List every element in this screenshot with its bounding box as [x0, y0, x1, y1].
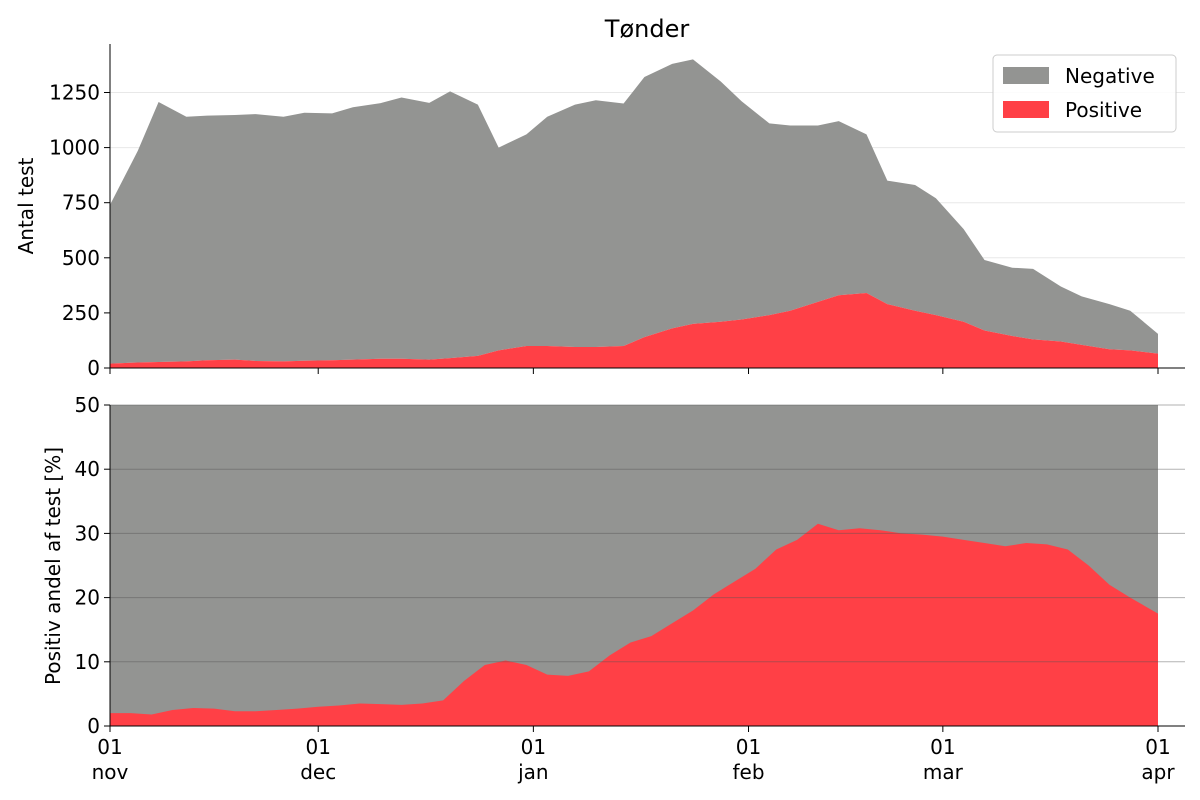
- x-tick-month-label: apr: [1141, 760, 1175, 784]
- legend-swatch-negative: [1003, 67, 1049, 84]
- bottom-gridlines: [110, 404, 1185, 663]
- bottom-y-tick-label: 20: [75, 586, 100, 610]
- area-negative: [110, 59, 1158, 364]
- x-tick-day-label: 01: [521, 735, 546, 759]
- area-positive: [110, 293, 1158, 368]
- top-y-axis-title: Antal test: [14, 157, 38, 254]
- top-y-tick-label: 1000: [49, 136, 100, 160]
- top-y-tick-label: 250: [62, 301, 100, 325]
- x-tick-month-label: jan: [517, 760, 549, 784]
- bottom-y-axis-title: Positiv andel af test [%]: [41, 447, 65, 685]
- x-tick-day-label: 01: [305, 735, 330, 759]
- top-y-tick-label: 1250: [49, 80, 100, 104]
- top-panel: Tønder 0 250 500 750 1000 1250 Antal test Neg…: [14, 15, 1185, 380]
- bottom-y-tick-label: 0: [87, 714, 100, 738]
- x-tick-day-label: 01: [736, 735, 761, 759]
- legend: Negative Positive: [992, 54, 1177, 133]
- top-y-tick-label: 750: [62, 191, 100, 215]
- top-y-tick-label: 500: [62, 246, 100, 270]
- x-tick-day-label: 01: [930, 735, 955, 759]
- chart-title: Tønder: [604, 15, 690, 43]
- bottom-y-tick-label: 10: [75, 650, 100, 674]
- bottom-y-ticks: 0 10 20 30 40 50: [75, 393, 110, 738]
- x-tick-month-label: feb: [732, 760, 764, 784]
- x-tick-month-label: dec: [300, 760, 336, 784]
- x-tick-day-label: 01: [1145, 735, 1170, 759]
- bottom-y-tick-label: 30: [75, 521, 100, 545]
- legend-swatch-positive: [1003, 101, 1049, 118]
- bottom-y-tick-label: 50: [75, 393, 100, 417]
- x-tick-month-label: mar: [923, 760, 964, 784]
- bottom-y-tick-label: 40: [75, 457, 100, 481]
- x-tick-month-label: nov: [92, 760, 129, 784]
- area-positive-share: [110, 523, 1158, 726]
- top-x-ticks: [109, 368, 1159, 374]
- legend-label-negative: Negative: [1065, 64, 1155, 88]
- legend-label-positive: Positive: [1065, 98, 1142, 122]
- x-tick-day-label: 01: [97, 735, 122, 759]
- top-y-ticks: 0 250 500 750 1000 1250: [49, 80, 110, 380]
- top-y-tick-label: 0: [87, 356, 100, 380]
